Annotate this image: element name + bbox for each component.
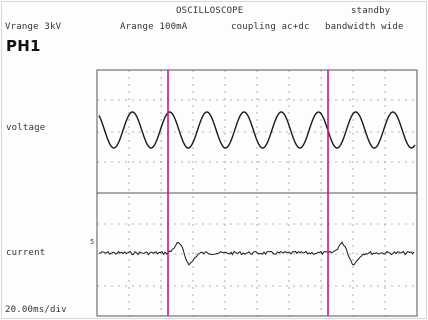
screen-title: OSCILLOSCOPE [176, 6, 244, 16]
status-indicator: standby [351, 6, 391, 16]
voltage-waveform [98, 111, 416, 149]
coupling-setting[interactable]: coupling ac+dc [231, 22, 310, 32]
current-range-setting[interactable]: Arange 100mA [120, 22, 188, 32]
bandwidth-setting[interactable]: bandwidth wide [325, 22, 404, 32]
current-waveform [98, 241, 415, 266]
current-scale-mark: 5 [90, 238, 95, 246]
timebase-setting[interactable]: 20.00ms/div [5, 305, 67, 315]
current-trace-label: current [6, 248, 46, 258]
voltage-trace-label: voltage [6, 123, 46, 133]
voltage-range-setting[interactable]: Vrange 3kV [5, 22, 62, 32]
channel-label[interactable]: PH1 [6, 37, 41, 55]
